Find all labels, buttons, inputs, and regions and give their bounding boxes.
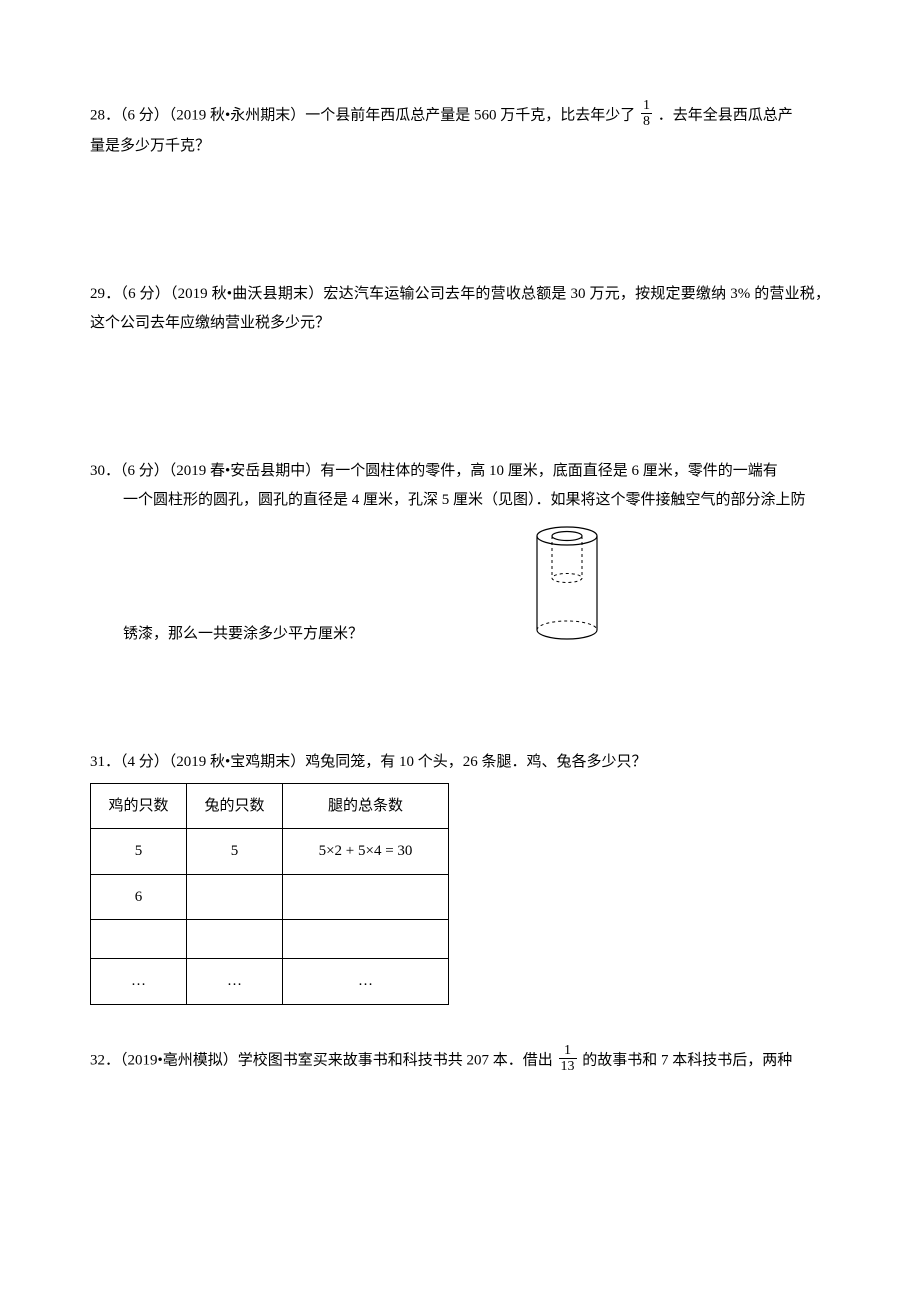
table-row: 鸡的只数 兔的只数 腿的总条数: [91, 783, 449, 829]
table-cell: …: [187, 959, 283, 1005]
table-header: 兔的只数: [187, 783, 283, 829]
fraction-numerator: 1: [641, 98, 652, 114]
table-row: [91, 920, 449, 959]
q28-text-prefix: 28．（6 分）（2019 秋•永州期末）一个县前年西瓜总产量是 560 万千克…: [90, 107, 635, 123]
table-cell: …: [283, 959, 449, 1005]
question-30: 30．（6 分）（2019 春•安岳县期中）有一个圆柱体的零件，高 10 厘米，…: [90, 457, 830, 648]
q32-text-suffix: 的故事书和 7 本科技书后，两种: [582, 1052, 792, 1068]
fraction-denominator: 13: [559, 1059, 577, 1074]
table-cell: [283, 874, 449, 920]
question-29: 29．（6 分）（2019 秋•曲沃县期末）宏达汽车运输公司去年的营收总额是 3…: [90, 280, 830, 337]
table-row: 6: [91, 874, 449, 920]
fraction-numerator: 1: [559, 1043, 577, 1059]
table-cell: 5×2 + 5×4 = 30: [283, 829, 449, 875]
q31-title: 31．（4 分）（2019 秋•宝鸡期末）鸡兔同笼，有 10 个头，26 条腿．…: [90, 748, 830, 777]
q30-line3: 锈漆，那么一共要涂多少平方厘米？: [123, 626, 363, 642]
question-31: 31．（4 分）（2019 秋•宝鸡期末）鸡兔同笼，有 10 个头，26 条腿．…: [90, 748, 830, 1005]
fraction-1-8: 1 8: [641, 98, 652, 130]
table-cell: [187, 874, 283, 920]
table-cell: [91, 920, 187, 959]
q32-text-prefix: 32．（2019•亳州模拟）学校图书室买来故事书和科技书共 207 本．借出: [90, 1052, 553, 1068]
question-28: 28．（6 分）（2019 秋•永州期末）一个县前年西瓜总产量是 560 万千克…: [90, 100, 830, 160]
table-header: 鸡的只数: [91, 783, 187, 829]
table-cell: 5: [187, 829, 283, 875]
q28-text-line2: 量是多少万千克？: [90, 138, 210, 154]
table-header: 腿的总条数: [283, 783, 449, 829]
question-32: 32．（2019•亳州模拟）学校图书室买来故事书和科技书共 207 本．借出 1…: [90, 1045, 830, 1077]
table-cell: 6: [91, 874, 187, 920]
table-row: 5 5 5×2 + 5×4 = 30: [91, 829, 449, 875]
table-row: … … …: [91, 959, 449, 1005]
cylinder-figure: [363, 518, 830, 648]
fraction-1-13: 1 13: [559, 1043, 577, 1075]
chicken-rabbit-table: 鸡的只数 兔的只数 腿的总条数 5 5 5×2 + 5×4 = 30 6 … ……: [90, 783, 449, 1005]
q29-text: 29．（6 分）（2019 秋•曲沃县期末）宏达汽车运输公司去年的营收总额是 3…: [90, 286, 830, 331]
q30-line1: 30．（6 分）（2019 春•安岳县期中）有一个圆柱体的零件，高 10 厘米，…: [90, 463, 778, 479]
fraction-denominator: 8: [641, 114, 652, 129]
table-cell: …: [91, 959, 187, 1005]
table-cell: [283, 920, 449, 959]
q30-line2: 一个圆柱形的圆孔，圆孔的直径是 4 厘米，孔深 5 厘米（见图）．如果将这个零件…: [123, 492, 806, 508]
q28-text-suffix1: ．去年全县西瓜总产: [658, 107, 793, 123]
table-cell: 5: [91, 829, 187, 875]
table-cell: [187, 920, 283, 959]
